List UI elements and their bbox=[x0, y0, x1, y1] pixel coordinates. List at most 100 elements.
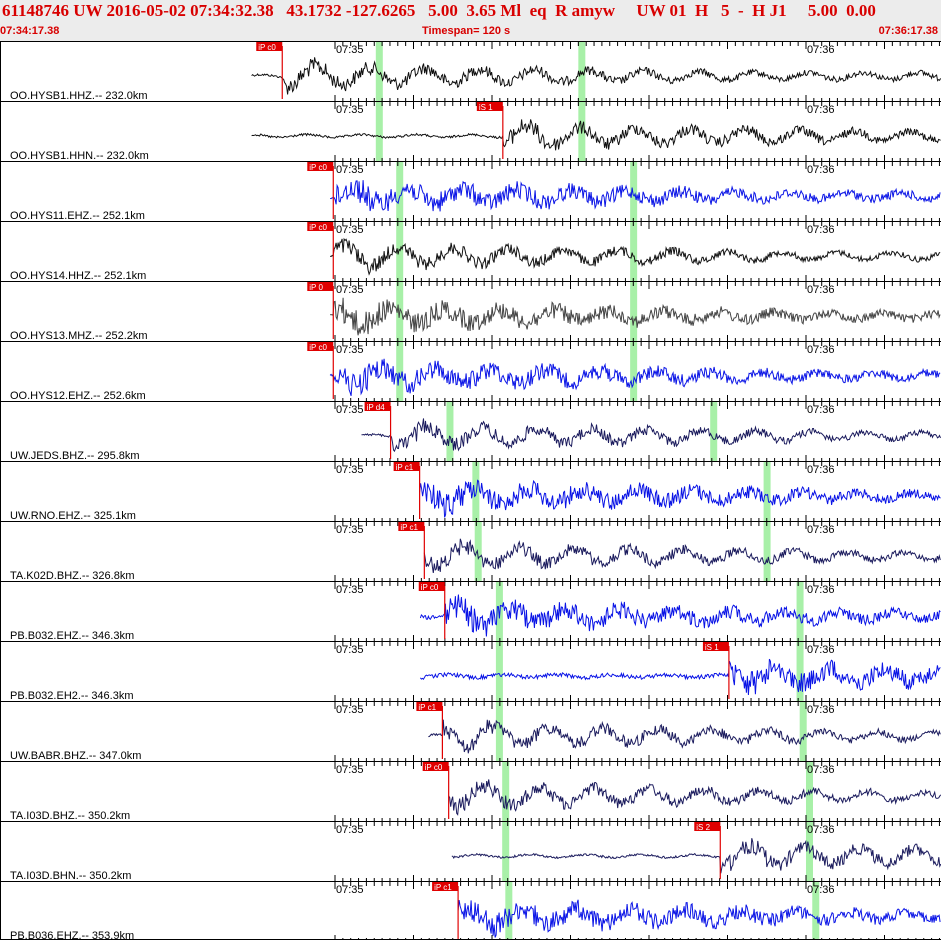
pick-label: iP c0 bbox=[425, 763, 443, 772]
start-time-label: 07:34:17.38 bbox=[0, 25, 60, 37]
station-label: OO.HYS13.MHZ.-- 252.2km bbox=[10, 330, 148, 342]
event-title: 61148746 UW 2016-05-02 07:34:32.38 43.17… bbox=[2, 1, 876, 20]
trace-row[interactable]: 07:35 07:36 iS 1 PB.B032.EH2.-- 346.3km bbox=[0, 641, 941, 702]
time-label: 07:36 bbox=[807, 344, 835, 356]
pick-flag[interactable] bbox=[702, 642, 729, 651]
timespan-label: Timespan= 120 s bbox=[422, 25, 511, 37]
phase-marker bbox=[710, 402, 718, 461]
pick-label: iP c0 bbox=[309, 223, 327, 232]
station-label: OO.HYS12.EHZ.-- 252.6km bbox=[10, 390, 146, 402]
pick-flag[interactable] bbox=[307, 342, 334, 351]
time-label: 07:36 bbox=[807, 524, 835, 536]
time-label: 07:35 bbox=[336, 344, 364, 356]
phase-marker bbox=[763, 522, 771, 581]
pick-flag[interactable] bbox=[422, 762, 449, 771]
station-label: UW.BABR.BHZ.-- 347.0km bbox=[10, 750, 141, 762]
trace-row[interactable]: 07:35 07:36 iP c1 PB.B036.EHZ.-- 353.9km bbox=[0, 881, 941, 940]
station-label: PB.B036.EHZ.-- 353.9km bbox=[10, 930, 134, 940]
phase-marker bbox=[375, 102, 383, 161]
waveform-trace bbox=[420, 658, 941, 696]
pick-flag[interactable] bbox=[256, 42, 283, 51]
pick-label: iP c0 bbox=[309, 163, 327, 172]
waveform-trace bbox=[448, 779, 941, 816]
time-label: 07:35 bbox=[336, 224, 364, 236]
time-label: 07:35 bbox=[336, 524, 364, 536]
time-label: 07:36 bbox=[807, 284, 835, 296]
time-label: 07:35 bbox=[336, 884, 364, 896]
time-label: 07:36 bbox=[807, 824, 835, 836]
phase-marker bbox=[396, 342, 404, 401]
trace-row[interactable]: 07:35 07:36 iP c1 UW.RNO.EHZ.-- 325.1km bbox=[0, 461, 941, 522]
time-label: 07:35 bbox=[336, 824, 364, 836]
trace-row[interactable]: 07:35 07:36 iP c1 UW.BABR.BHZ.-- 347.0km bbox=[0, 701, 941, 762]
pick-flag[interactable] bbox=[476, 102, 503, 111]
station-label: UW.JEDS.BHZ.-- 295.8km bbox=[10, 450, 140, 462]
station-label: TA.I03D.BHZ.-- 350.2km bbox=[10, 810, 130, 822]
time-label: 07:35 bbox=[336, 464, 364, 476]
phase-marker bbox=[502, 822, 510, 881]
trace-row[interactable]: 07:35 07:36 iS 1 OO.HYSB1.HHN.-- 232.0km bbox=[0, 101, 941, 162]
waveform-trace bbox=[361, 418, 941, 453]
station-label: TA.I03D.BHN.-- 350.2km bbox=[10, 870, 131, 882]
time-label: 07:36 bbox=[807, 404, 835, 416]
pick-label: iP c1 bbox=[434, 883, 452, 892]
time-label: 07:35 bbox=[336, 284, 364, 296]
phase-marker bbox=[502, 762, 510, 821]
pick-label: iP c1 bbox=[396, 463, 414, 472]
time-label: 07:35 bbox=[336, 584, 364, 596]
time-label: 07:36 bbox=[807, 464, 835, 476]
time-label: 07:36 bbox=[807, 104, 835, 116]
phase-marker bbox=[474, 522, 482, 581]
time-label: 07:36 bbox=[807, 584, 835, 596]
trace-row[interactable]: 07:35 07:36 iS 2 TA.I03D.BHN.-- 350.2km bbox=[0, 821, 941, 882]
trace-row[interactable]: 07:35 07:36 iP c0 OO.HYS12.EHZ.-- 252.6km bbox=[0, 341, 941, 402]
waveform-trace bbox=[329, 358, 941, 397]
time-label: 07:36 bbox=[807, 224, 835, 236]
time-label: 07:36 bbox=[807, 644, 835, 656]
waveform-trace bbox=[451, 838, 941, 874]
phase-marker bbox=[805, 762, 813, 821]
waveform-trace bbox=[457, 899, 941, 938]
phase-marker bbox=[396, 222, 404, 281]
time-label: 07:35 bbox=[336, 764, 364, 776]
pick-flag[interactable] bbox=[694, 822, 721, 831]
pick-flag[interactable] bbox=[307, 162, 334, 171]
pick-label: iP c1 bbox=[418, 703, 436, 712]
time-label: 07:36 bbox=[807, 884, 835, 896]
pick-flag[interactable] bbox=[307, 222, 334, 231]
event-header: 61148746 UW 2016-05-02 07:34:32.38 43.17… bbox=[0, 0, 941, 41]
station-label: PB.B032.EHZ.-- 346.3km bbox=[10, 630, 134, 642]
phase-marker bbox=[495, 642, 503, 701]
pick-label: iP c0 bbox=[309, 343, 327, 352]
phase-marker bbox=[495, 702, 503, 761]
trace-row[interactable]: 07:35 07:36 iP c1 TA.K02D.BHZ.-- 326.8km bbox=[0, 521, 941, 582]
time-label: 07:36 bbox=[807, 44, 835, 56]
phase-marker bbox=[578, 42, 586, 101]
trace-row[interactable]: 07:35 07:36 iP c0 OO.HYS11.EHZ.-- 252.1km bbox=[0, 161, 941, 222]
time-label: 07:36 bbox=[807, 164, 835, 176]
pick-flag[interactable] bbox=[418, 582, 445, 591]
station-label: TA.K02D.BHZ.-- 326.8km bbox=[10, 570, 135, 582]
pick-flag[interactable] bbox=[398, 522, 425, 531]
pick-flag[interactable] bbox=[307, 282, 334, 291]
pick-label: iP c0 bbox=[421, 583, 439, 592]
waveform-trace bbox=[419, 479, 941, 518]
phase-marker bbox=[630, 342, 638, 401]
trace-row[interactable]: 07:35 07:36 iP c0 OO.HYS14.HHZ.-- 252.1km bbox=[0, 221, 941, 282]
station-label: OO.HYSB1.HHN.-- 232.0km bbox=[10, 150, 149, 162]
trace-row[interactable]: 07:35 07:36 iP c0 TA.I03D.BHZ.-- 350.2km bbox=[0, 761, 941, 822]
station-label: OO.HYS14.HHZ.-- 252.1km bbox=[10, 270, 146, 282]
pick-flag[interactable] bbox=[416, 702, 443, 711]
trace-row[interactable]: 07:35 07:36 iP d4 UW.JEDS.BHZ.-- 295.8km bbox=[0, 401, 941, 462]
time-label: 07:35 bbox=[336, 44, 364, 56]
pick-flag[interactable] bbox=[393, 462, 420, 471]
pick-flag[interactable] bbox=[364, 402, 391, 411]
phase-marker bbox=[796, 642, 804, 701]
trace-row[interactable]: 07:35 07:36 iP 0 OO.HYS13.MHZ.-- 252.2km bbox=[0, 281, 941, 342]
trace-row[interactable]: 07:35 07:36 iP c0 PB.B032.EHZ.-- 346.3km bbox=[0, 581, 941, 642]
trace-row[interactable]: 07:35 07:36 iP c0 OO.HYSB1.HHZ.-- 232.0km bbox=[0, 41, 941, 102]
end-time-label: 07:36:17.38 bbox=[878, 25, 938, 37]
phase-marker bbox=[630, 222, 638, 281]
pick-flag[interactable] bbox=[432, 882, 459, 891]
